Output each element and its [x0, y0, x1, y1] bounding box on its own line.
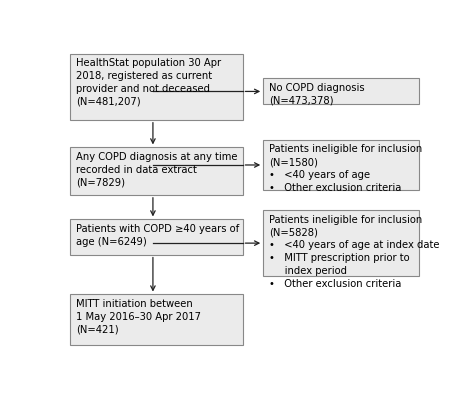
- Text: Patients ineligible for inclusion
(N=5828)
•   <40 years of age at index date
• : Patients ineligible for inclusion (N=582…: [269, 215, 439, 289]
- FancyBboxPatch shape: [263, 140, 419, 190]
- FancyBboxPatch shape: [70, 147, 243, 195]
- FancyBboxPatch shape: [70, 219, 243, 255]
- Text: HealthStat population 30 Apr
2018, registered as current
provider and not deceas: HealthStat population 30 Apr 2018, regis…: [76, 59, 221, 107]
- Text: MITT initiation between
1 May 2016–30 Apr 2017
(N=421): MITT initiation between 1 May 2016–30 Ap…: [76, 299, 201, 335]
- Text: Patients ineligible for inclusion
(N=1580)
•   <40 years of age
•   Other exclus: Patients ineligible for inclusion (N=158…: [269, 144, 422, 193]
- FancyBboxPatch shape: [70, 54, 243, 120]
- FancyBboxPatch shape: [263, 210, 419, 276]
- FancyBboxPatch shape: [70, 295, 243, 345]
- FancyBboxPatch shape: [263, 78, 419, 104]
- Text: Patients with COPD ≥40 years of
age (N=6249): Patients with COPD ≥40 years of age (N=6…: [76, 224, 239, 247]
- Text: Any COPD diagnosis at any time
recorded in data extract
(N=7829): Any COPD diagnosis at any time recorded …: [76, 152, 237, 187]
- Text: No COPD diagnosis
(N=473,378): No COPD diagnosis (N=473,378): [269, 83, 364, 106]
